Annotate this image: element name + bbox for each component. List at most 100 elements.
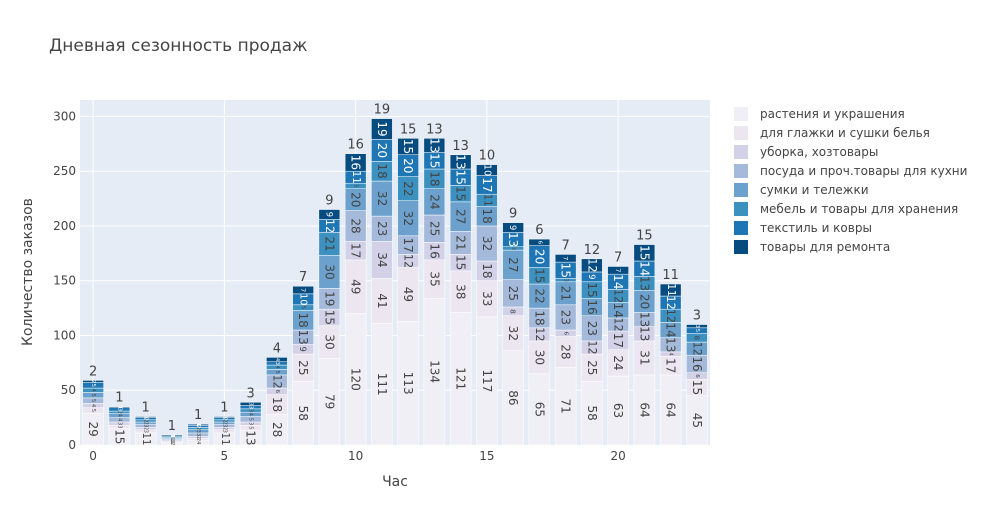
data-label: 3 (195, 433, 201, 436)
data-label: 3 (248, 406, 254, 409)
data-label: 16 (690, 356, 704, 371)
x-axis: 0 5 10 15 20 (89, 449, 625, 463)
data-label: 21 (559, 286, 573, 301)
data-label: 15 (690, 380, 704, 395)
bar-segment (134, 416, 157, 418)
data-label: 3 (694, 325, 700, 328)
legend-item-label[interactable]: мебель и товары для хранения (760, 202, 958, 216)
data-label: 2 (221, 417, 227, 420)
data-label: 13 (296, 329, 310, 344)
legend-swatch[interactable] (734, 107, 748, 121)
data-label: 5 (353, 184, 359, 187)
legend-swatch[interactable] (734, 240, 748, 254)
data-label: 12 (664, 296, 677, 310)
bars: 2954554521533442311132322212111111142233… (82, 118, 708, 446)
data-label: 25 (506, 286, 520, 301)
data-label: 3 (248, 422, 254, 425)
data-label: 49 (349, 279, 363, 294)
data-label: 5 (90, 394, 96, 397)
bar-segment (633, 244, 656, 262)
data-label: 41 (375, 293, 389, 308)
top-segment-label: 3 (693, 309, 701, 324)
top-segment-label: 19 (374, 103, 391, 118)
x-tick-label: 20 (610, 449, 625, 463)
data-label: 6 (563, 332, 569, 336)
data-label: 15 (401, 139, 415, 154)
data-label: 15 (637, 245, 651, 260)
data-label: 23 (375, 221, 389, 236)
legend-item-label[interactable]: товары для ремонта (760, 240, 890, 254)
data-label: 20 (532, 249, 546, 264)
data-label: 9 (587, 274, 597, 279)
legend-swatch[interactable] (734, 164, 748, 178)
legend-item-label[interactable]: для глажки и сушки белья (760, 126, 930, 140)
legend-item-label[interactable]: уборка, хозтовары (760, 145, 878, 159)
data-label: 4 (248, 413, 254, 416)
data-label: 5 (90, 399, 96, 402)
top-segment-label: 1 (141, 401, 149, 416)
data-label: 121 (454, 367, 468, 390)
data-label: 2 (169, 442, 175, 445)
top-segment-label: 9 (325, 194, 333, 209)
legend-item-label[interactable]: сумки и тележки (760, 183, 869, 197)
data-label: 18 (375, 164, 389, 179)
y-tick-label: 0 (68, 438, 76, 452)
data-label: 1 (169, 437, 175, 440)
top-segment-label: 1 (220, 401, 228, 416)
legend-item-label[interactable]: текстиль и ковры (760, 221, 872, 235)
data-label: 27 (506, 257, 520, 272)
data-label: 65 (532, 402, 546, 417)
bar-segment (292, 285, 314, 295)
data-label: 49 (401, 287, 415, 302)
legend-swatch[interactable] (734, 221, 748, 235)
data-label: 20 (637, 294, 651, 309)
data-label: 17 (664, 358, 678, 373)
legend-item-label[interactable]: посуда и проч.товары для кухни (760, 164, 967, 178)
data-label: 17 (349, 243, 363, 258)
data-label: 15 (532, 268, 546, 283)
data-label: 1 (169, 436, 175, 439)
y-tick-label: 200 (53, 219, 76, 233)
data-label: 9 (298, 347, 308, 352)
data-label: 19 (322, 291, 336, 306)
legend-swatch[interactable] (734, 202, 748, 216)
data-label: 20 (375, 143, 389, 158)
data-label: 5 (694, 329, 700, 332)
top-segment-label: 9 (509, 207, 517, 222)
data-label: 11 (140, 433, 151, 446)
data-label: 3 (116, 422, 122, 425)
bar-segment (502, 222, 524, 233)
data-label: 24 (611, 355, 625, 370)
data-label: 18 (480, 208, 494, 223)
top-segment-label: 3 (246, 386, 254, 401)
data-label: 15 (454, 170, 468, 185)
data-label: 1 (169, 438, 175, 441)
data-label: 25 (427, 221, 441, 236)
top-segment-label: 13 (452, 139, 469, 154)
data-label: 14 (664, 322, 678, 337)
data-label: 120 (349, 368, 363, 391)
legend-swatch[interactable] (734, 126, 748, 140)
data-label: 3 (248, 409, 254, 412)
data-label: 25 (585, 360, 599, 375)
data-label: 111 (375, 373, 389, 396)
bar-segment (318, 209, 341, 220)
legend-swatch[interactable] (734, 183, 748, 197)
data-label: 4 (668, 353, 674, 356)
data-label: 2 (221, 419, 227, 422)
data-label: 12 (402, 254, 415, 268)
data-label: 14 (637, 261, 651, 276)
top-segment-label: 2 (89, 364, 97, 379)
data-label: 13 (637, 312, 651, 327)
top-segment-label: 15 (636, 229, 653, 244)
data-label: 3 (510, 247, 516, 250)
legend-item-label[interactable]: растения и украшения (760, 107, 905, 121)
data-label: 12 (664, 309, 677, 323)
top-segment-label: 11 (662, 268, 679, 283)
data-label: 10 (298, 293, 309, 305)
data-label: 2 (116, 410, 122, 413)
legend-swatch[interactable] (734, 145, 748, 159)
data-label: 63 (611, 403, 625, 418)
data-label: 3 (274, 362, 280, 365)
data-label: 3 (221, 424, 227, 427)
